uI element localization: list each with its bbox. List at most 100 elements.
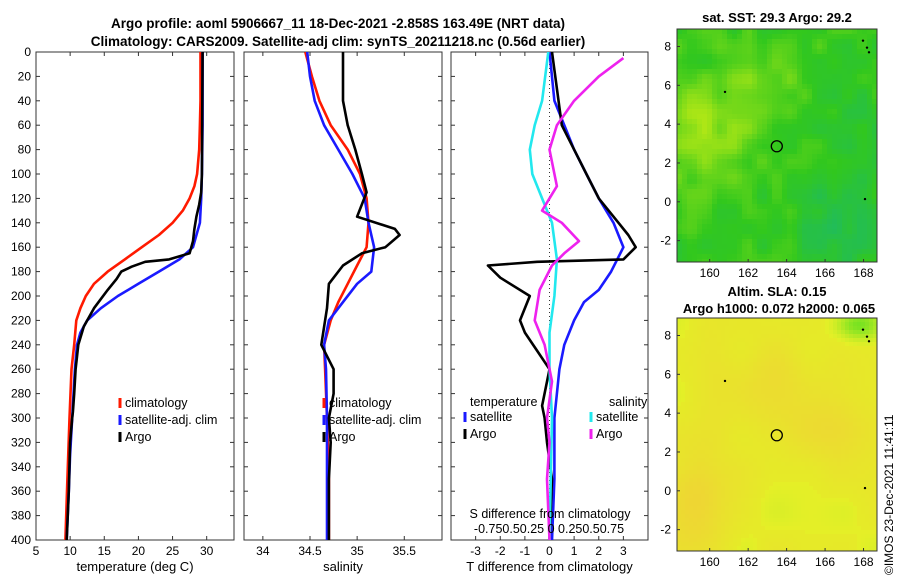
heatmap-cell (792, 79, 798, 85)
heatmap-cell (867, 219, 873, 225)
heatmap-cell (857, 434, 862, 439)
heatmap-cell (762, 239, 768, 245)
heatmap-cell (837, 478, 842, 483)
heatmap-cell (777, 542, 782, 547)
heatmap-cell (717, 54, 723, 60)
heatmap-cell (845, 498, 850, 503)
heatmap-cell (685, 426, 690, 431)
heatmap-cell (753, 386, 758, 391)
heatmap-cell (722, 199, 728, 205)
heatmap-cell (682, 214, 688, 220)
heatmap-cell (729, 450, 734, 455)
heatmap-cell (797, 164, 803, 170)
heatmap-cell (692, 84, 698, 90)
heatmap-cell (707, 159, 713, 165)
heatmap-cell (762, 109, 768, 115)
heatmap-cell (837, 334, 842, 339)
heatmap-cell (729, 370, 734, 375)
heatmap-cell (709, 398, 714, 403)
heatmap-cell (693, 458, 698, 463)
heatmap-cell (797, 119, 803, 125)
heatmap-cell (677, 390, 682, 395)
heatmap-cell (785, 458, 790, 463)
heatmap-cell (785, 466, 790, 471)
heatmap-cell (802, 89, 808, 95)
heatmap-cell (713, 526, 718, 531)
heatmap-cell (825, 398, 830, 403)
heatmap-cell (761, 354, 766, 359)
heatmap-cell (817, 422, 822, 427)
heatmap-cell (737, 418, 742, 423)
heatmap-cell (817, 144, 823, 150)
heatmap-cell (812, 64, 818, 70)
heatmap-cell (812, 54, 818, 60)
heatmap-cell (817, 326, 822, 331)
heatmap-cell (752, 144, 758, 150)
heatmap-cell (841, 346, 846, 351)
heatmap-cell (872, 239, 878, 245)
heatmap-cell (697, 338, 702, 343)
heatmap-cell (693, 442, 698, 447)
heatmap-cell (872, 184, 878, 190)
heatmap-cell (697, 259, 703, 263)
heatmap-cell (773, 326, 778, 331)
heatmap-cell (827, 259, 833, 263)
heatmap-cell (849, 486, 854, 491)
heatmap-cell (702, 184, 708, 190)
heatmap-cell (749, 462, 754, 467)
heatmap-cell (762, 89, 768, 95)
heatmap-cell (685, 382, 690, 387)
heatmap-cell (753, 494, 758, 499)
y-tick-label: 8 (664, 39, 671, 53)
heatmap-cell (837, 354, 842, 359)
heatmap-cell (709, 522, 714, 527)
heatmap-cell (842, 139, 848, 145)
heatmap-cell (813, 322, 818, 327)
heatmap-cell (841, 426, 846, 431)
heatmap-cell (857, 259, 863, 263)
heatmap-cell (762, 154, 768, 160)
heatmap-cell (773, 346, 778, 351)
heatmap-cell (697, 382, 702, 387)
heatmap-cell (857, 514, 862, 519)
heatmap-cell (837, 129, 843, 135)
heatmap-cell (857, 518, 862, 523)
heatmap-cell (789, 330, 794, 335)
heatmap-cell (752, 164, 758, 170)
heatmap-cell (837, 114, 843, 120)
heatmap-cell (685, 390, 690, 395)
heatmap-cell (701, 518, 706, 523)
heatmap-cell (825, 390, 830, 395)
heatmap-cell (822, 169, 828, 175)
heatmap-cell (832, 199, 838, 205)
heatmap-cell (801, 346, 806, 351)
heatmap-cell (701, 542, 706, 547)
heatmap-cell (765, 510, 770, 515)
heatmap-cell (802, 219, 808, 225)
heatmap-cell (705, 494, 710, 499)
heatmap-cell (712, 114, 718, 120)
heatmap-cell (722, 139, 728, 145)
heatmap-cell (812, 169, 818, 175)
heatmap-cell (769, 366, 774, 371)
heatmap-cell (707, 89, 713, 95)
heatmap-cell (692, 29, 698, 35)
heatmap-cell (857, 29, 863, 35)
heatmap-cell (827, 199, 833, 205)
heatmap-cell (745, 410, 750, 415)
heatmap-cell (785, 498, 790, 503)
heatmap-cell (829, 354, 834, 359)
heatmap-cell (825, 318, 830, 323)
heatmap-cell (857, 370, 862, 375)
heatmap-cell (709, 490, 714, 495)
heatmap-cell (677, 366, 682, 371)
heatmap-cell (821, 538, 826, 543)
heatmap-cell (872, 74, 878, 80)
heatmap-cell (713, 354, 718, 359)
heatmap-cell (853, 410, 858, 415)
heatmap-cell (781, 362, 786, 367)
heatmap-cell (729, 502, 734, 507)
heatmap-cell (717, 378, 722, 383)
heatmap-cell (717, 350, 722, 355)
